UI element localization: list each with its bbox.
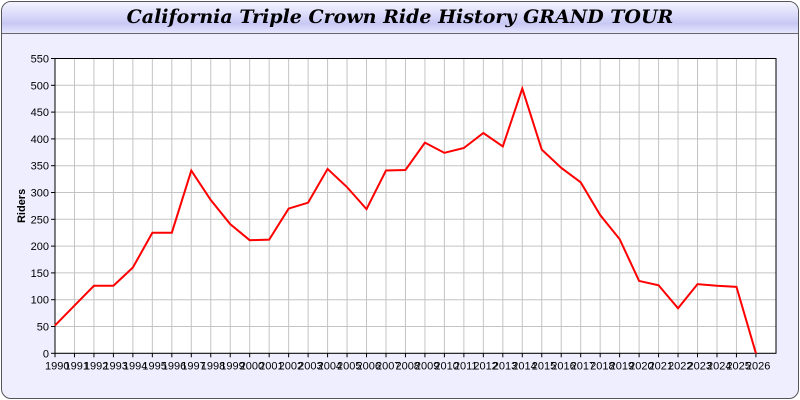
x-tick-label: 1996 (162, 360, 186, 372)
x-tick-label: 2002 (279, 360, 303, 372)
x-tick-label: 2025 (726, 360, 750, 372)
x-tick-label: 1990 (45, 360, 69, 372)
data-point (580, 181, 582, 183)
x-tick-label: 2008 (395, 360, 419, 372)
x-tick-label: 2014 (512, 360, 536, 372)
data-point (249, 239, 251, 241)
x-tick-label: 2000 (240, 360, 264, 372)
x-tick-label: 2021 (649, 360, 673, 372)
x-tick-label: 1991 (64, 360, 88, 372)
data-point (190, 170, 192, 172)
data-point (171, 232, 173, 234)
data-point (268, 239, 270, 241)
y-tick-label: 500 (31, 80, 49, 92)
data-point (132, 267, 134, 269)
y-tick-label: 50 (37, 322, 49, 334)
x-tick-label: 2009 (415, 360, 439, 372)
data-point (93, 285, 95, 287)
x-tick-label: 2023 (688, 360, 712, 372)
x-tick-label: 2011 (454, 360, 478, 372)
data-point (288, 208, 290, 210)
data-point (658, 284, 660, 286)
y-tick-label: 150 (31, 268, 49, 280)
data-point (327, 168, 329, 170)
x-tick-label: 1995 (142, 360, 166, 372)
data-point (755, 352, 757, 354)
x-tick-label: 2019 (610, 360, 634, 372)
title-bar: California Triple Crown Ride History GRA… (2, 2, 798, 34)
x-tick-label: 2018 (590, 360, 614, 372)
data-point (735, 286, 737, 288)
x-tick-label: 2013 (493, 360, 517, 372)
y-tick-label: 400 (31, 134, 49, 146)
data-point (541, 149, 543, 151)
x-tick-label: 2016 (551, 360, 575, 372)
data-point (404, 169, 406, 171)
y-tick-label: 350 (31, 161, 49, 173)
x-tick-label: 2004 (318, 360, 342, 372)
data-point (73, 305, 75, 307)
x-tick-label: 2006 (357, 360, 381, 372)
data-point (151, 232, 153, 234)
data-point (677, 307, 679, 309)
x-tick-label: 2012 (473, 360, 497, 372)
chart-title: California Triple Crown Ride History GRA… (126, 6, 674, 28)
data-point (619, 238, 621, 240)
x-tick-label: 2003 (298, 360, 322, 372)
x-tick-label: 1992 (84, 360, 108, 372)
x-tick-label: 2007 (376, 360, 400, 372)
y-tick-label: 450 (31, 107, 49, 119)
x-tick-label: 1999 (220, 360, 244, 372)
plot-frame (54, 58, 777, 354)
data-point (638, 280, 640, 282)
data-point (307, 202, 309, 204)
y-tick-label: 550 (31, 54, 49, 66)
data-point (697, 283, 699, 285)
x-tick-label: 2005 (337, 360, 361, 372)
x-tick-label: 2026 (746, 360, 770, 372)
y-tick-label: 300 (31, 188, 49, 200)
data-point (385, 170, 387, 172)
data-point (560, 167, 562, 169)
x-tick-label: 2022 (668, 360, 692, 372)
data-point (443, 152, 445, 154)
data-point (210, 199, 212, 201)
plot-area (55, 58, 776, 354)
x-tick-label: 2017 (571, 360, 595, 372)
data-point (54, 324, 56, 326)
y-tick-label: 250 (31, 214, 49, 226)
x-tick-label: 2001 (259, 360, 283, 372)
data-point (463, 147, 465, 149)
x-tick-label: 2024 (707, 360, 731, 372)
y-tick-label: 200 (31, 241, 49, 253)
data-point (424, 142, 426, 144)
data-point (599, 214, 601, 216)
data-point (112, 285, 114, 287)
x-tick-label: 1997 (181, 360, 205, 372)
y-tick-label: 0 (43, 348, 49, 360)
y-tick-label: 100 (31, 295, 49, 307)
x-tick-label: 2010 (434, 360, 458, 372)
data-point (346, 186, 348, 188)
x-tick-label: 1993 (103, 360, 127, 372)
data-point (366, 208, 368, 210)
y-axis-label: Riders (16, 189, 28, 223)
x-tick-label: 1998 (201, 360, 225, 372)
data-point (482, 132, 484, 134)
data-point (521, 88, 523, 90)
data-point (502, 145, 504, 147)
data-point (229, 223, 231, 225)
x-tick-label: 2015 (532, 360, 556, 372)
x-tick-label: 2020 (629, 360, 653, 372)
data-point (716, 285, 718, 287)
x-tick-label: 1994 (123, 360, 147, 372)
